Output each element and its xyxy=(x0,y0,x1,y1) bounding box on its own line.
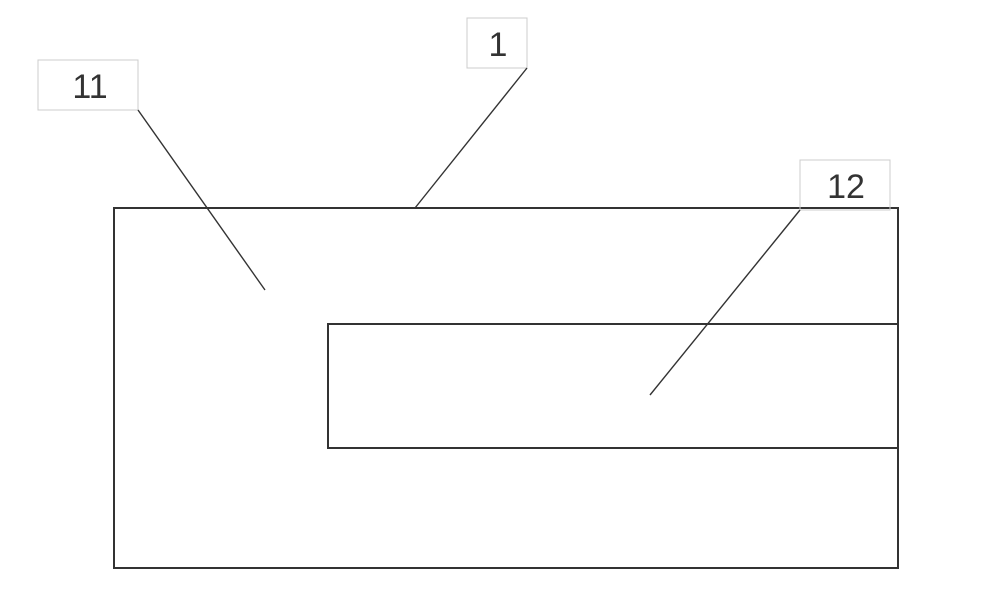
leader-12 xyxy=(650,210,800,395)
leader-11 xyxy=(138,110,265,290)
label-12: 12 xyxy=(827,168,865,206)
engineering-diagram: 1 11 12 xyxy=(0,0,1000,596)
inner-notch xyxy=(328,324,898,448)
label-11: 11 xyxy=(72,68,107,106)
outer-rectangle xyxy=(114,208,898,568)
leader-1 xyxy=(415,68,527,208)
label-1: 1 xyxy=(489,26,508,64)
